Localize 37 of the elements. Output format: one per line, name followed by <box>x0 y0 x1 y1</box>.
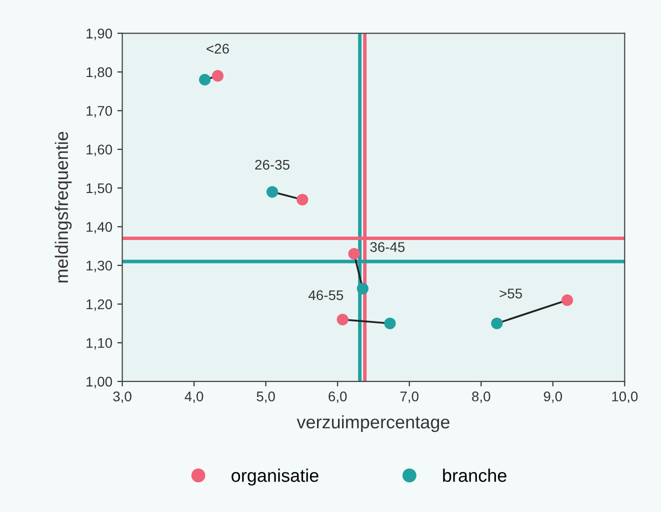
y-tick-label: 1,40 <box>86 222 112 234</box>
point <box>491 318 503 330</box>
point <box>336 314 348 326</box>
annotation: 26-35 <box>255 160 290 170</box>
point <box>348 248 360 260</box>
y-tick-label: 1,30 <box>86 260 112 272</box>
x-tick-label: 4,0 <box>184 392 204 404</box>
y-tick-label: 1,70 <box>86 106 112 118</box>
y-tick-label: 1,00 <box>86 376 112 388</box>
x-axis-title: verzuimpercentage <box>296 415 450 432</box>
point <box>384 318 396 330</box>
point <box>199 74 211 86</box>
annotation: <26 <box>206 44 229 54</box>
annotation: 46-55 <box>308 290 344 300</box>
x-tick-label: 6,0 <box>328 392 347 404</box>
point <box>356 282 369 294</box>
y-tick-label: 1,60 <box>86 144 112 156</box>
y-tick-label: 1,90 <box>86 28 112 40</box>
point <box>296 194 308 206</box>
annotation: 36-45 <box>370 242 405 252</box>
y-tick-label: 1,20 <box>86 299 112 311</box>
x-tick-label: 7,0 <box>400 392 418 404</box>
point <box>212 70 224 82</box>
y-tick-label: 1,80 <box>86 67 112 79</box>
point <box>266 186 278 198</box>
annotation: >55 <box>500 288 522 298</box>
y-axis-title: meldingsfrequentie <box>54 132 72 282</box>
point <box>561 294 574 306</box>
x-tick-label: 8,0 <box>472 392 490 404</box>
x-tick-label: 9,0 <box>544 392 562 404</box>
y-tick-label: 1,50 <box>86 183 112 195</box>
x-tick-label: 5,0 <box>256 392 275 404</box>
x-tick-label: 10,0 <box>612 392 638 404</box>
y-tick-label: 1,10 <box>86 338 112 350</box>
legend-label: branche <box>443 468 506 482</box>
x-tick-label: 3,0 <box>113 392 132 404</box>
legend-label: organisatie <box>232 468 318 486</box>
